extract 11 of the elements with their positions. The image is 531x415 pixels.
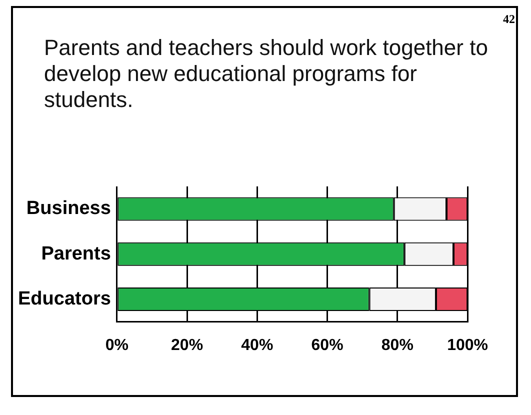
x-tick-label: 80% (381, 336, 414, 354)
x-tick-label: 20% (171, 336, 204, 354)
y-tick-label: Business (26, 198, 111, 220)
text: 42 (503, 12, 515, 27)
y-tick-label: Educators (18, 288, 111, 310)
y-tick-label: Parents (41, 243, 111, 264)
x-tick-label: 40% (241, 336, 274, 354)
x-tick-label: 60% (311, 336, 344, 354)
x-tick-label: 100% (447, 336, 488, 354)
chart-title: Parents and teachers should work together to develop new educational programs for students. (44, 35, 489, 113)
x-tick-label: 0% (105, 336, 128, 354)
